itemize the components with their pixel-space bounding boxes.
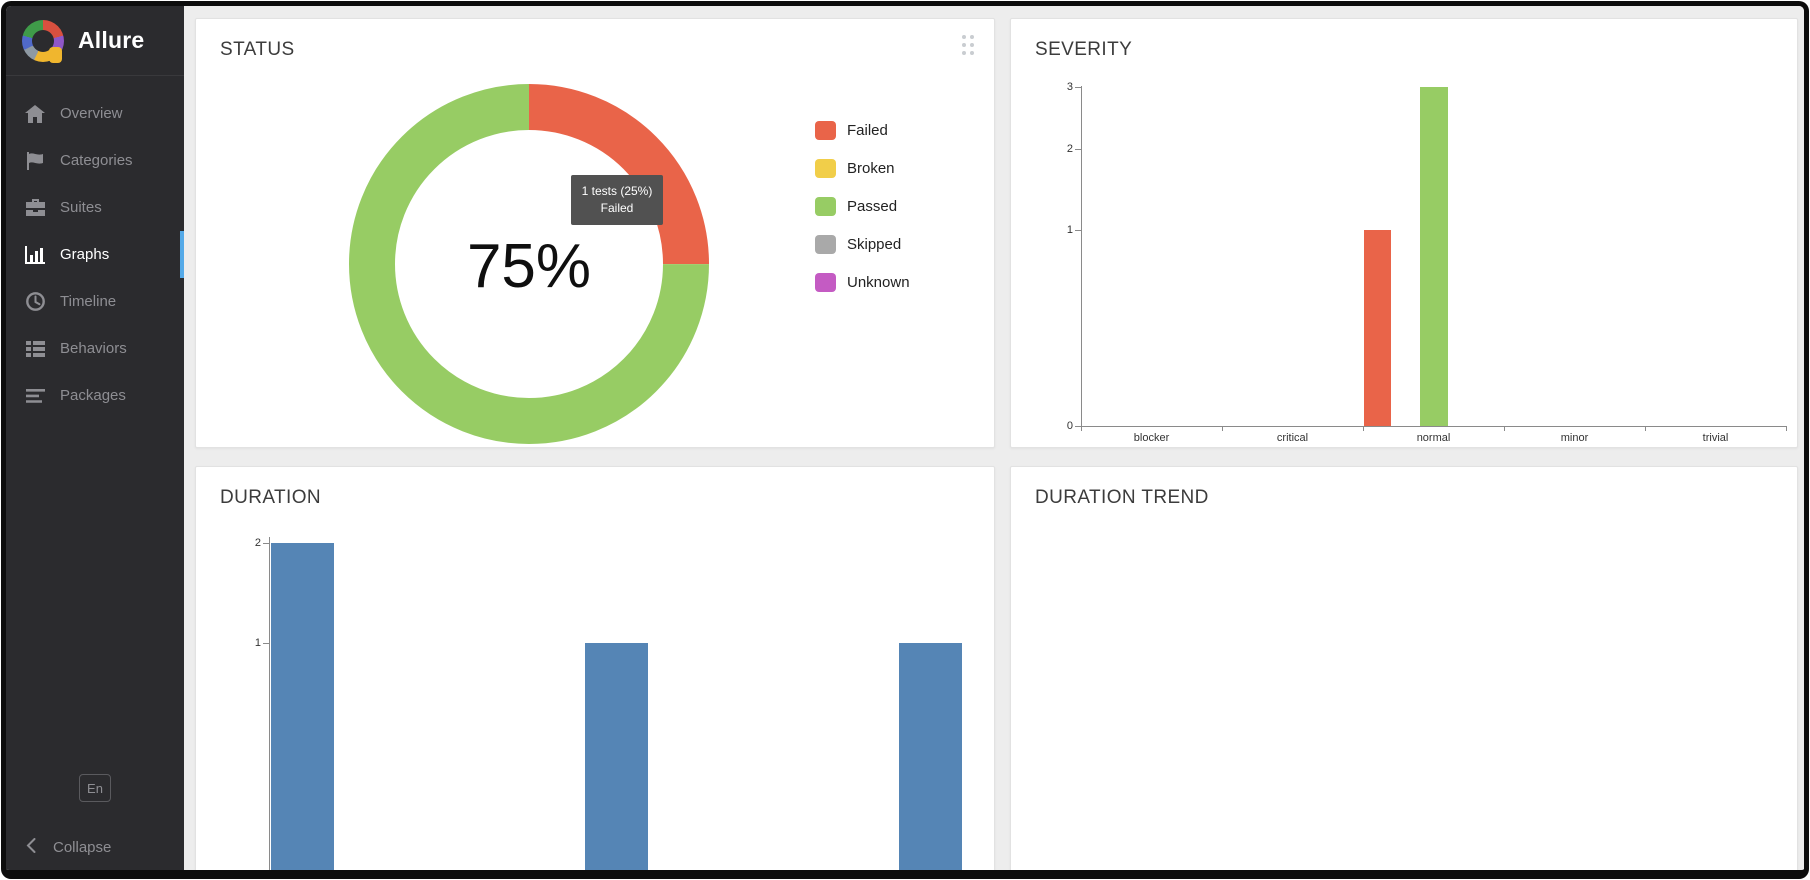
sidebar-item-label: Timeline: [60, 293, 117, 310]
donut-center-label: 75%: [466, 232, 592, 301]
severity-widget: SEVERITY 0 1 2 3 blocker critical normal minor t…: [1010, 18, 1798, 448]
legend-item-skipped[interactable]: Skipped: [815, 225, 910, 263]
collapse-button[interactable]: Collapse: [6, 824, 184, 870]
legend-item-unknown[interactable]: Unknown: [815, 263, 910, 301]
duration-bar-1[interactable]: [271, 543, 334, 870]
sidebar-item-categories[interactable]: Categories: [6, 137, 184, 184]
drag-handle-icon[interactable]: [962, 35, 974, 55]
donut-slice-passed[interactable]: [349, 84, 709, 444]
sidebar-item-label: Graphs: [60, 246, 110, 263]
sidebar-item-overview[interactable]: Overview: [6, 90, 184, 137]
legend-swatch-icon: [815, 158, 836, 178]
severity-y-tick: [1075, 426, 1081, 427]
sidebar-item-behaviors[interactable]: Behaviors: [6, 325, 184, 372]
sidebar-item-graphs[interactable]: Graphs: [6, 231, 184, 278]
bar-chart-icon: [24, 245, 46, 265]
severity-y-tick: [1075, 86, 1081, 88]
severity-y-tick-label: 3: [1066, 80, 1073, 93]
duration-trend-widget: DURATION TREND: [1010, 466, 1798, 870]
widget-title: SEVERITY: [1035, 39, 1133, 60]
severity-x-tick-label: trivial: [1702, 432, 1729, 444]
legend-item-passed[interactable]: Passed: [815, 187, 910, 225]
legend-item-failed[interactable]: Failed: [815, 111, 910, 149]
severity-x-tick: [1222, 426, 1223, 431]
duration-bar-2[interactable]: [585, 643, 648, 870]
severity-x-tick: [1363, 426, 1364, 431]
sidebar-item-label: Categories: [60, 152, 133, 169]
sidebar: Allure Overview Categories Suites: [6, 6, 184, 870]
duration-y-tick-label: 1: [254, 637, 261, 649]
status-donut-chart[interactable]: [344, 79, 714, 449]
home-icon: [24, 104, 46, 124]
legend-label: Broken: [847, 159, 895, 177]
tooltip-line2: Failed: [600, 201, 634, 215]
legend-swatch-icon: [815, 234, 836, 254]
briefcase-icon: [24, 198, 46, 218]
severity-x-tick: [1786, 426, 1787, 431]
align-left-icon: [24, 386, 46, 406]
status-legend: Failed Broken Passed Skipped Unknown: [815, 111, 910, 301]
sidebar-item-label: Behaviors: [60, 340, 127, 357]
severity-x-tick: [1504, 426, 1505, 431]
severity-x-axis: [1081, 426, 1786, 427]
clock-icon: [24, 292, 46, 312]
legend-label: Failed: [847, 121, 888, 139]
sidebar-item-packages[interactable]: Packages: [6, 372, 184, 419]
list-icon: [24, 339, 46, 359]
widget-title: DURATION TREND: [1035, 487, 1209, 508]
sidebar-item-label: Suites: [60, 199, 102, 216]
legend-swatch-icon: [815, 196, 836, 216]
widget-title: STATUS: [220, 39, 295, 60]
severity-x-tick: [1645, 426, 1646, 431]
legend-label: Skipped: [847, 235, 902, 253]
active-indicator: [180, 231, 184, 278]
collapse-label: Collapse: [53, 838, 112, 856]
legend-label: Passed: [847, 197, 898, 215]
severity-x-tick-label: normal: [1416, 432, 1451, 444]
severity-bar-passed-normal[interactable]: [1420, 86, 1448, 426]
severity-x-tick: [1081, 426, 1082, 431]
widget-title: DURATION: [220, 487, 322, 508]
legend-item-broken[interactable]: Broken: [815, 149, 910, 187]
legend-swatch-icon: [815, 120, 836, 140]
severity-x-tick-label: critical: [1276, 432, 1309, 444]
allure-logo: Allure: [6, 6, 184, 76]
severity-y-tick-label: 0: [1066, 420, 1073, 432]
severity-y-tick: [1075, 148, 1081, 150]
app-title: Allure: [78, 27, 145, 53]
severity-x-tick-label: blocker: [1133, 432, 1170, 444]
dashboard: STATUS 75% 1 tests (25%) Failed Failed Br…: [184, 6, 1804, 870]
sidebar-item-label: Packages: [60, 387, 126, 404]
sidebar-item-suites[interactable]: Suites: [6, 184, 184, 231]
chart-tooltip: 1 tests (25%) Failed: [571, 175, 663, 225]
severity-x-tick-label: minor: [1560, 432, 1589, 444]
sidebar-item-timeline[interactable]: Timeline: [6, 278, 184, 325]
tooltip-line1: 1 tests (25%): [581, 184, 653, 198]
legend-swatch-icon: [815, 272, 836, 292]
status-widget: STATUS 75% 1 tests (25%) Failed Failed Br…: [195, 18, 995, 448]
duration-widget: DURATION 2 1: [195, 466, 995, 870]
duration-bar-3[interactable]: [899, 643, 962, 870]
severity-y-tick-label: 1: [1066, 224, 1073, 236]
duration-y-tick: [263, 643, 269, 644]
severity-y-tick: [1075, 230, 1081, 231]
severity-bar-failed-normal[interactable]: [1364, 230, 1392, 426]
chevron-left-icon: [26, 837, 36, 857]
legend-label: Unknown: [847, 273, 910, 291]
duration-y-tick: [263, 543, 269, 545]
language-button[interactable]: En: [79, 774, 111, 802]
sidebar-nav: Overview Categories Suites Graphs: [6, 90, 184, 419]
allure-logo-icon: [22, 19, 64, 63]
duration-y-axis: [269, 537, 270, 870]
sidebar-item-label: Overview: [60, 105, 123, 122]
severity-y-axis: [1081, 86, 1082, 426]
severity-y-tick-label: 2: [1066, 142, 1073, 155]
duration-y-tick-label: 2: [254, 537, 261, 550]
flag-icon: [24, 151, 46, 171]
